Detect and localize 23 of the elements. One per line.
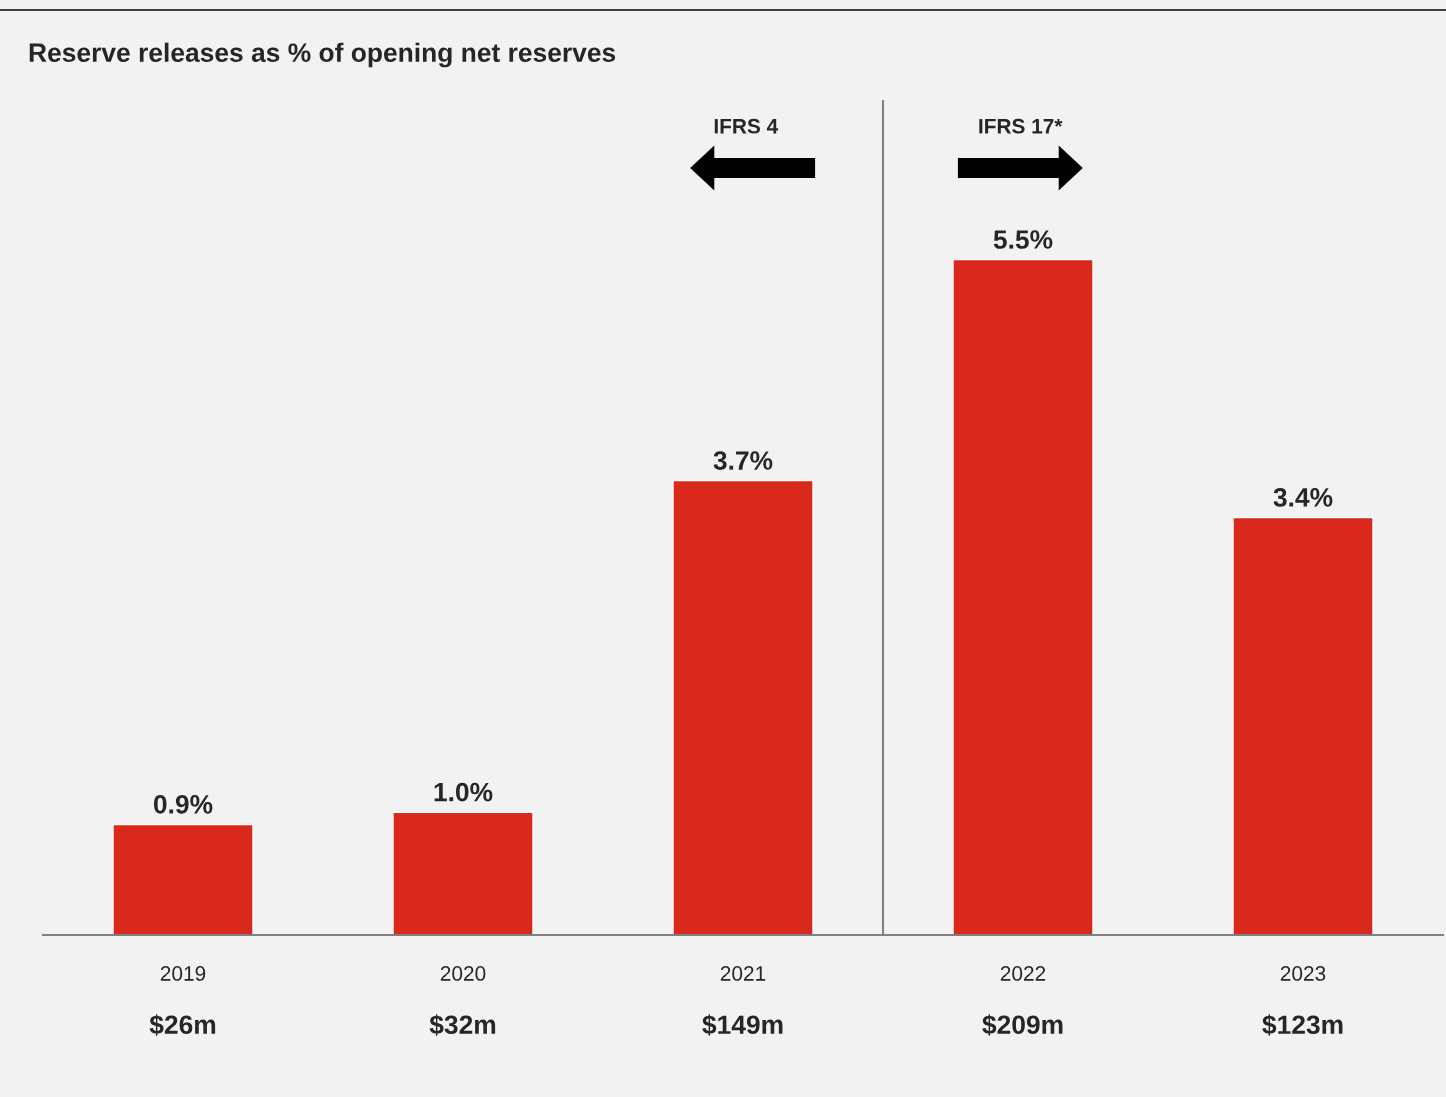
text: $26m <box>149 1014 216 1036</box>
data-label: 0.9% <box>153 795 213 814</box>
data-label: 1.0% <box>434 782 493 802</box>
chart-title: Reserve releases as % of opening net reserves <box>29 42 616 68</box>
text: $32m <box>429 1014 496 1036</box>
data-label: 3.4% <box>1273 488 1333 507</box>
x-tick-label: 2019 <box>160 966 206 981</box>
bar <box>112 823 254 935</box>
x-tick-label: 2020 <box>440 966 486 981</box>
bar <box>1232 516 1374 935</box>
annotation: IFRS 17* <box>979 118 1063 134</box>
bar <box>392 811 534 935</box>
text: $209m <box>982 1014 1063 1036</box>
annotation: IFRS 4 <box>714 118 779 134</box>
data-label: 5.5% <box>993 230 1053 249</box>
bar <box>672 479 814 935</box>
x-tick-label: 2022 <box>1000 966 1046 981</box>
x-tick-label: 2021 <box>720 966 766 981</box>
data-label: 3.7% <box>713 451 773 470</box>
bar <box>952 258 1094 935</box>
x-tick-label: 2023 <box>1280 966 1326 981</box>
text: $149m <box>702 1014 783 1036</box>
text: $123m <box>1262 1014 1343 1036</box>
